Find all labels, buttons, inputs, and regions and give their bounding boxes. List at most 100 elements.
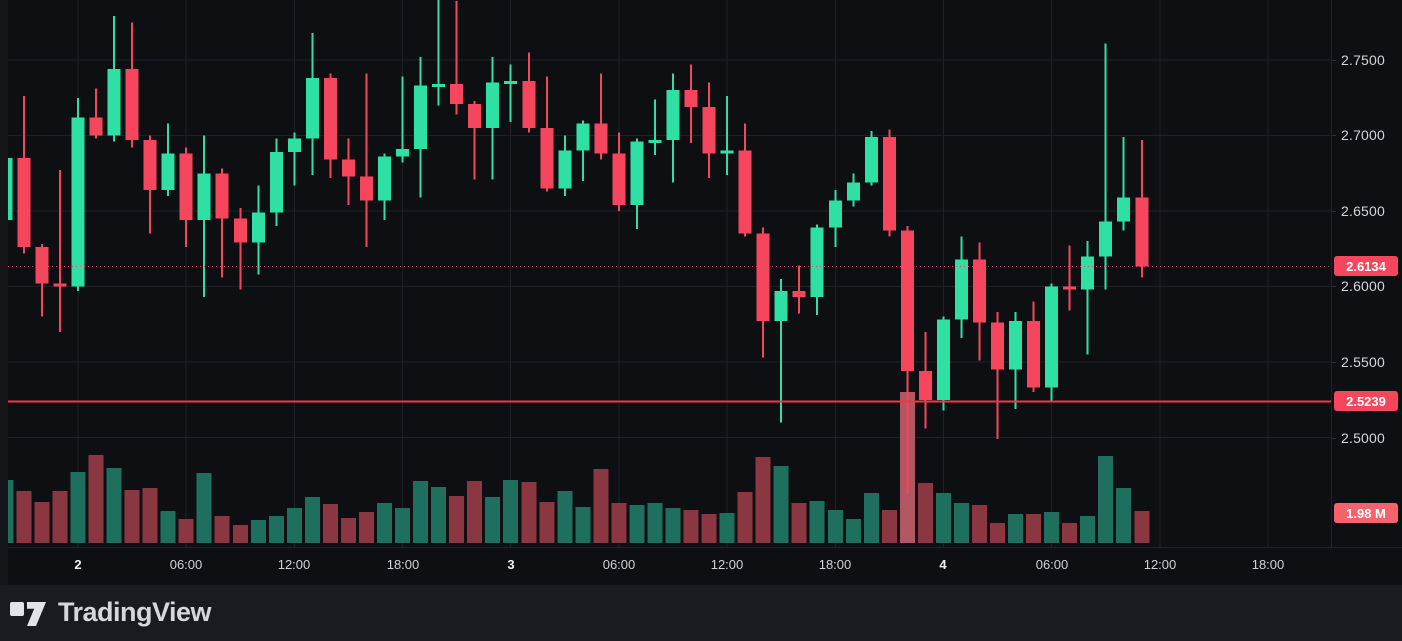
candle-body xyxy=(1099,221,1113,257)
volume-bar xyxy=(557,490,573,543)
price-axis-tick xyxy=(1332,211,1336,212)
volume-bar xyxy=(431,486,447,543)
volume-bar xyxy=(449,495,465,543)
volume-bar xyxy=(340,517,356,543)
price-axis-label: 2.6500 xyxy=(1341,203,1386,219)
candle-body xyxy=(864,137,878,183)
volume-bar xyxy=(809,500,825,543)
candle-body xyxy=(648,140,662,144)
volume-bar xyxy=(52,490,68,543)
volume-bar xyxy=(611,502,627,543)
time-axis-label: 06:00 xyxy=(169,557,203,572)
candle-body xyxy=(522,81,536,128)
tradingview-logo[interactable]: TradingView xyxy=(10,596,212,628)
candle-body xyxy=(378,156,392,201)
candle-body xyxy=(35,247,49,284)
price-axis-label: 2.5000 xyxy=(1341,430,1386,446)
volume-bar xyxy=(1134,511,1150,543)
candle-body xyxy=(143,140,157,190)
candle-body xyxy=(720,150,734,154)
candle-body xyxy=(738,150,752,234)
candle-body xyxy=(684,90,698,107)
volume-bar xyxy=(773,465,789,543)
volume-bar xyxy=(845,518,861,543)
candle-body xyxy=(197,173,211,221)
candle-body xyxy=(341,159,355,177)
candle-body xyxy=(359,176,373,201)
candle-body xyxy=(450,84,464,104)
candle-wick xyxy=(1068,245,1071,311)
candle-wick xyxy=(401,76,404,163)
volume-bar xyxy=(755,457,771,543)
candle-body xyxy=(107,69,121,136)
bottom-bar: TradingView xyxy=(0,585,1402,641)
volume-bar xyxy=(935,493,951,543)
volume-bar xyxy=(250,520,266,543)
candle-body xyxy=(594,123,608,154)
volume-bar xyxy=(953,502,969,543)
price-axis-tick xyxy=(1332,362,1336,363)
volume-bar xyxy=(70,472,86,543)
volume-bar xyxy=(593,468,609,543)
candle-wick xyxy=(780,278,783,423)
candle-wick xyxy=(239,207,242,290)
candle-body xyxy=(540,127,554,189)
volume-bar xyxy=(16,490,32,543)
candle-body xyxy=(702,106,716,154)
candle-body xyxy=(576,123,590,151)
candle-body xyxy=(1045,286,1059,388)
candle-body xyxy=(17,158,31,248)
candle-wick xyxy=(293,132,296,186)
volume-bar xyxy=(1098,456,1114,543)
volume-bar xyxy=(629,505,645,543)
candle-body xyxy=(89,117,103,136)
volume-bar xyxy=(827,510,843,543)
chart-pane[interactable] xyxy=(0,0,1331,547)
time-axis-label: 06:00 xyxy=(602,557,636,572)
volume-bar xyxy=(286,507,302,543)
volume-bar xyxy=(34,501,50,543)
volume-bar xyxy=(863,493,879,543)
candle-body xyxy=(504,81,518,85)
candle-body xyxy=(973,259,986,323)
time-axis-label: 18:00 xyxy=(818,557,852,572)
candle-body xyxy=(936,319,950,400)
candle-body xyxy=(486,82,500,128)
volume-bar xyxy=(88,454,104,543)
candle-body xyxy=(954,259,968,320)
current-price-badge: 2.6134 xyxy=(1334,256,1398,276)
time-axis[interactable]: 2 06:00 12:00 18:00 3 06:00 12:00 18:00 4 06:00 12… xyxy=(0,547,1402,585)
candle-body xyxy=(305,78,319,139)
candle-wick xyxy=(509,64,512,122)
volume-bar xyxy=(142,488,158,543)
price-axis-tick xyxy=(1332,286,1336,287)
candlestick-chart xyxy=(0,0,1331,547)
candle-body xyxy=(468,103,482,128)
volume-value-badge: 1.98 M xyxy=(1334,503,1398,523)
candle-body xyxy=(846,182,860,201)
tradingview-logo-icon xyxy=(10,602,46,626)
alert-price-badge: 2.5239 xyxy=(1334,391,1398,411)
candle-body xyxy=(810,227,824,298)
candle-body xyxy=(1009,321,1023,370)
price-axis-tick xyxy=(1332,60,1336,61)
volume-bar xyxy=(160,511,176,543)
volume-bar xyxy=(539,501,555,543)
candle-wick xyxy=(455,1,458,115)
volume-bar xyxy=(124,489,140,543)
volume-bar xyxy=(467,480,483,543)
volume-bar xyxy=(683,510,699,543)
candle-body xyxy=(612,153,626,205)
price-axis-label: 2.7000 xyxy=(1341,127,1386,143)
price-axis[interactable]: 2.6134 2.5239 1.98 M 2.7500 2.7000 2.6500 2… xyxy=(1331,0,1402,547)
candle-body xyxy=(323,78,337,160)
candle-body xyxy=(161,153,175,190)
volume-bar xyxy=(196,473,212,543)
candle-wick xyxy=(95,88,98,139)
time-axis-label: 18:00 xyxy=(1251,557,1285,572)
time-axis-label: 18:00 xyxy=(386,557,420,572)
time-axis-label: 06:00 xyxy=(1035,557,1069,572)
volume-bar xyxy=(719,512,735,543)
time-axis-label: 12:00 xyxy=(710,557,744,572)
